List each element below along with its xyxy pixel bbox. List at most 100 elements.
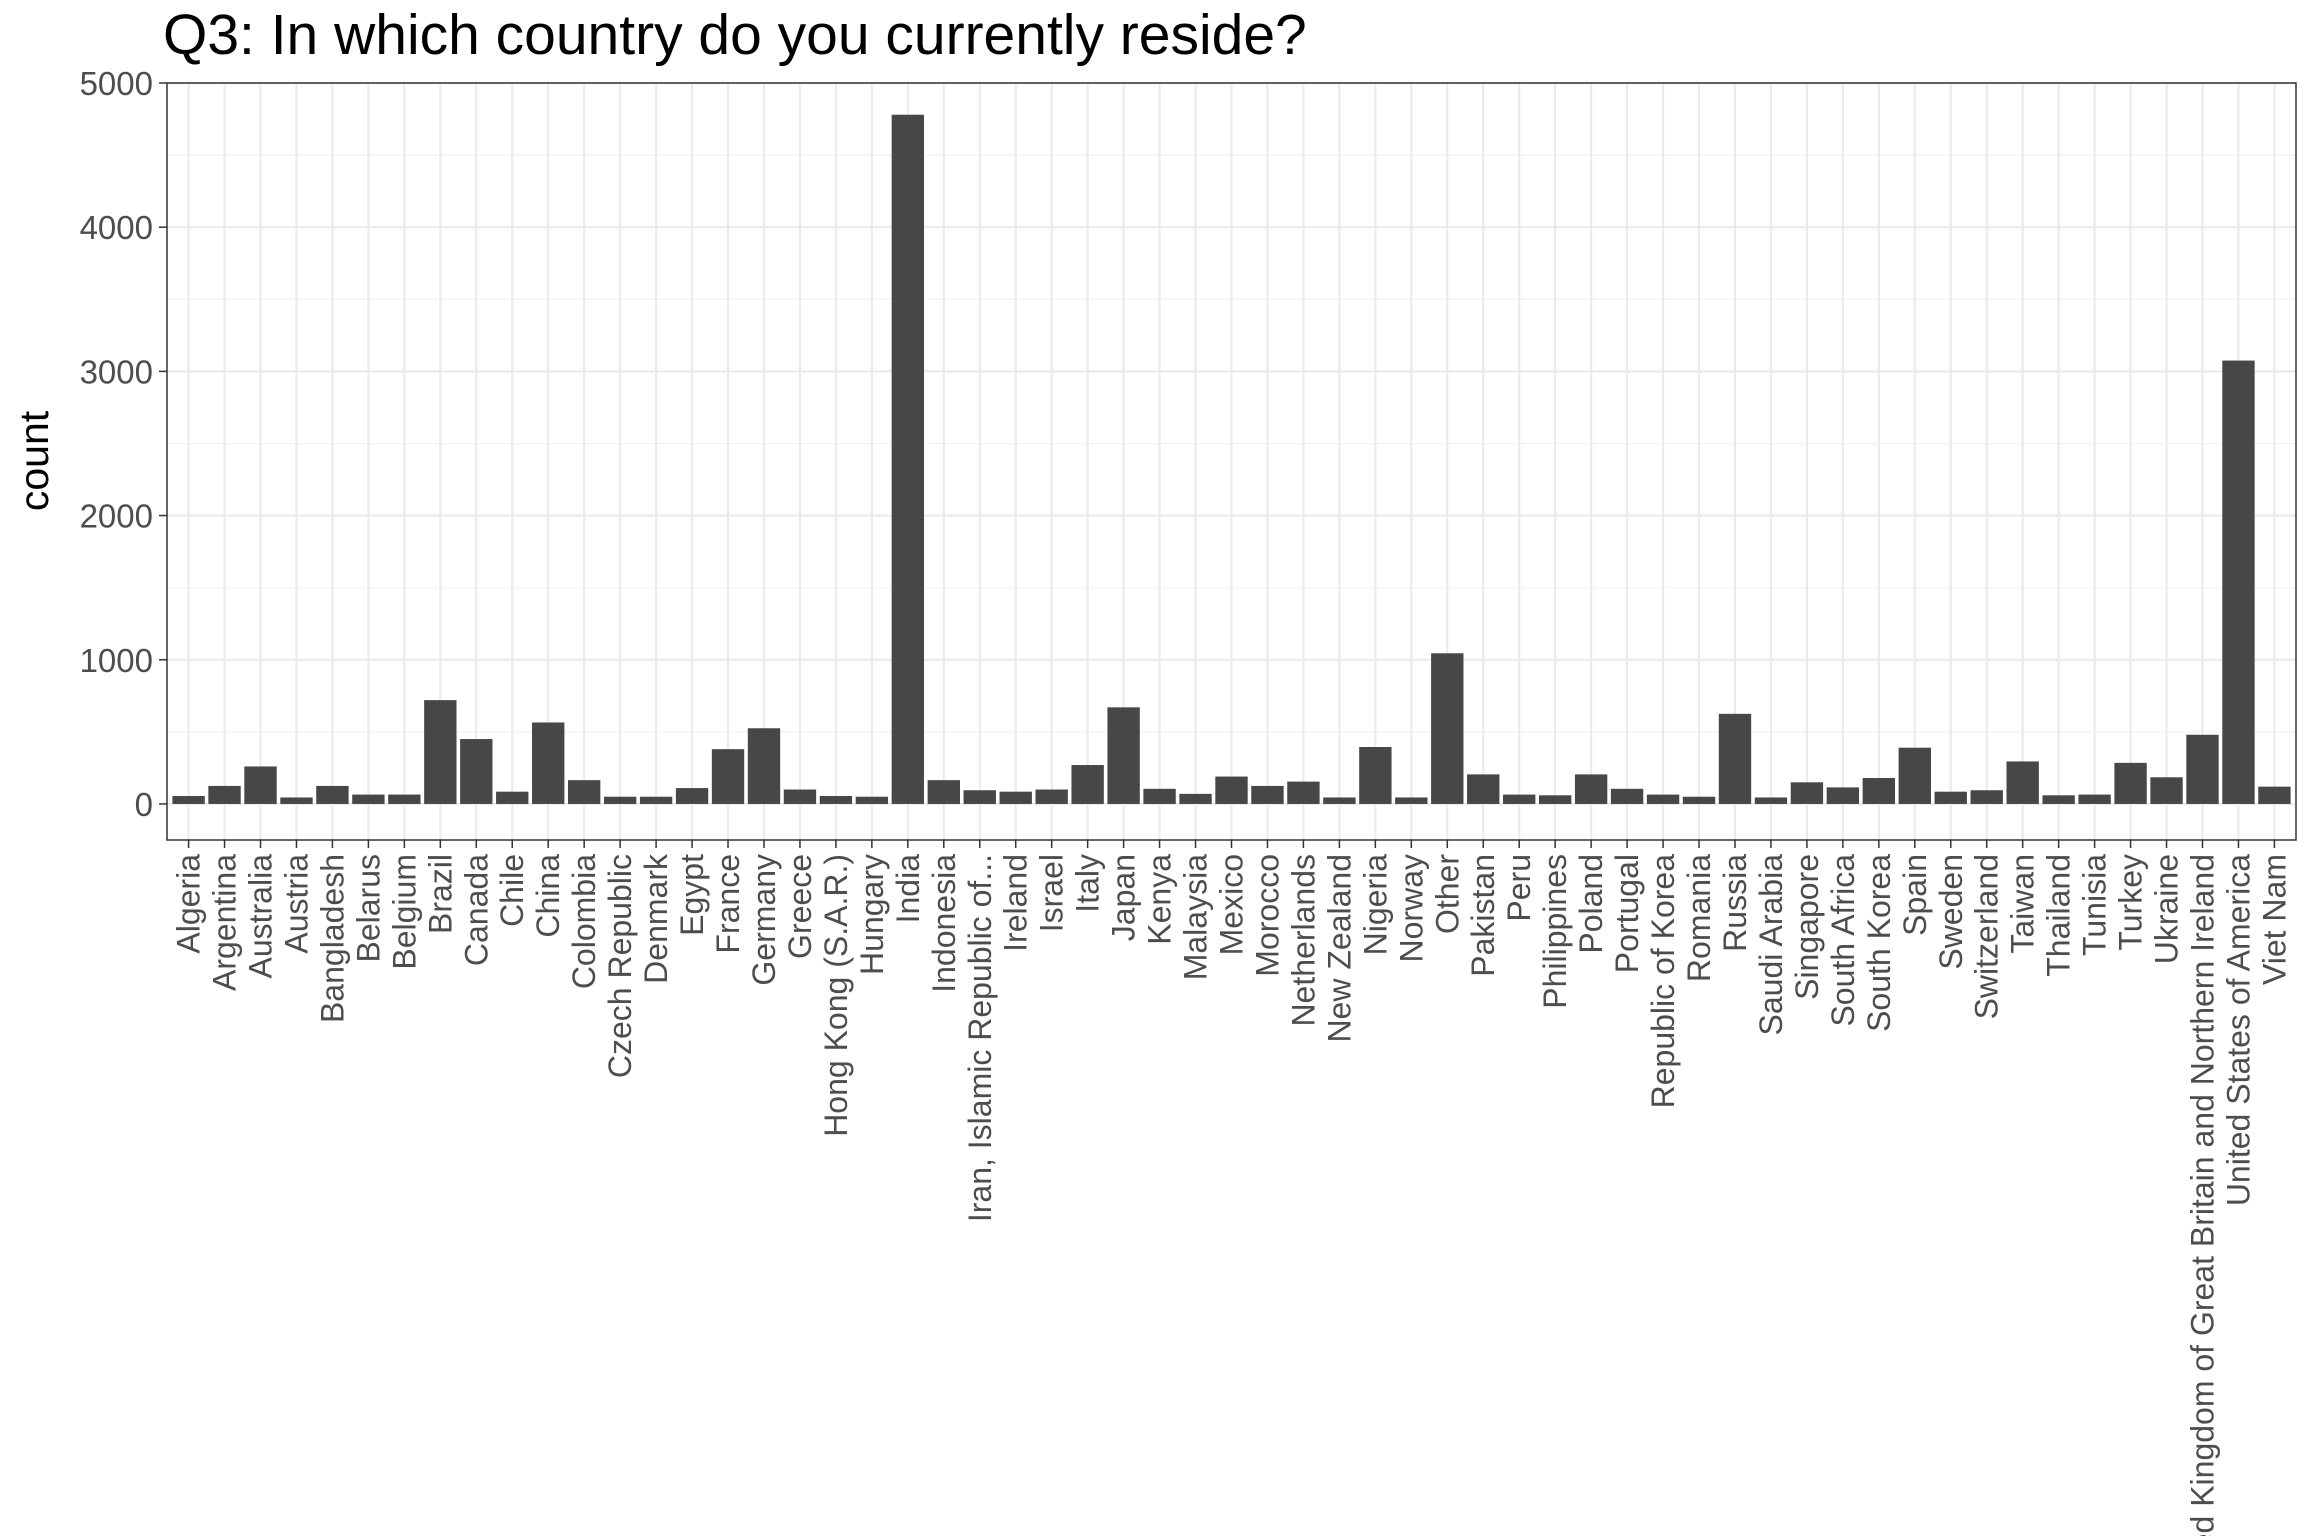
y-tick-label: 3000	[80, 353, 153, 390]
x-tick-label: Belarus	[350, 854, 386, 963]
bar	[1970, 790, 2003, 804]
x-tick-label: Czech Republic	[602, 854, 638, 1078]
bar	[675, 788, 709, 804]
y-axis: 0 1000 2000 3000 4000 5000	[80, 65, 167, 823]
bars	[172, 114, 2291, 804]
bar	[1862, 777, 1896, 804]
y-tick-label: 0	[135, 786, 153, 823]
x-tick-label: Israel	[1034, 854, 1070, 932]
x-tick-label: Algeria	[171, 854, 207, 954]
bar	[1215, 776, 1248, 804]
bar	[1503, 794, 1536, 804]
x-tick-label: Hong Kong (S.A.R.)	[818, 854, 854, 1137]
bar	[891, 114, 925, 804]
bar	[1790, 782, 1824, 804]
bar	[747, 728, 781, 804]
x-tick-label: Sweden	[1933, 854, 1969, 970]
bar	[1826, 787, 1860, 804]
bar	[1035, 789, 1068, 804]
bar	[1682, 796, 1716, 804]
x-tick-label: Turkey	[2113, 854, 2149, 951]
bar	[1179, 793, 1212, 804]
bar	[819, 796, 853, 804]
x-tick-label: Malaysia	[1178, 854, 1214, 980]
x-tick-label: Canada	[458, 854, 494, 966]
bar	[2186, 734, 2219, 804]
bar	[711, 749, 745, 804]
bar	[424, 700, 457, 804]
y-tick-label: 5000	[80, 65, 153, 102]
x-tick-label: Argentina	[207, 854, 243, 991]
x-tick-label: India	[890, 854, 926, 924]
x-tick-label: Viet Nam	[2256, 854, 2292, 985]
bar	[855, 796, 889, 804]
bar	[1574, 774, 1608, 804]
x-tick-label: Spain	[1897, 854, 1933, 936]
bar	[1431, 653, 1464, 804]
bar	[172, 796, 205, 804]
bar	[2222, 360, 2255, 804]
bar	[1754, 797, 1788, 804]
x-tick-label: France	[710, 854, 746, 954]
x-tick-label: Peru	[1501, 854, 1537, 922]
chart-title: Q3: In which country do you currently re…	[163, 3, 1307, 67]
x-tick-label: Italy	[1070, 854, 1106, 913]
x-tick-label: Austria	[278, 854, 314, 954]
x-tick-label: Iran, Islamic Republic of...	[962, 854, 998, 1222]
x-tick-label: Egypt	[674, 854, 710, 936]
bar	[1898, 747, 1931, 804]
x-tick-label: Philippines	[1537, 854, 1573, 1009]
bar	[999, 791, 1032, 804]
bar	[963, 790, 996, 804]
bar	[352, 794, 385, 804]
x-tick-label: Ukraine	[2149, 854, 2185, 964]
x-tick-label: Republic of Korea	[1645, 854, 1681, 1109]
bar	[2114, 762, 2147, 804]
x-tick-label: United States of America	[2220, 854, 2256, 1206]
x-tick-label: Saudi Arabia	[1753, 854, 1789, 1036]
y-tick-label: 1000	[80, 642, 153, 679]
bar	[2078, 794, 2111, 804]
x-tick-label: Tunisia	[2077, 854, 2113, 956]
bar	[532, 722, 565, 804]
x-tick-label: United Kingdom of Great Britain and Nort…	[2184, 854, 2220, 1536]
bar	[1251, 785, 1284, 804]
x-tick-label: Kenya	[1142, 854, 1178, 945]
x-tick-label: Belgium	[386, 854, 422, 970]
x-tick-label: Australia	[243, 854, 279, 979]
bar	[603, 796, 637, 804]
x-tick-label: Colombia	[566, 854, 602, 989]
x-tick-label: New Zealand	[1321, 854, 1357, 1043]
bar	[2258, 786, 2291, 804]
y-axis-label: count	[11, 410, 57, 511]
x-tick-label: Singapore	[1789, 854, 1825, 1000]
bar	[280, 797, 313, 804]
x-tick-label: Portugal	[1609, 854, 1645, 973]
bar	[1538, 795, 1572, 804]
bar	[1143, 788, 1176, 804]
x-tick-label: Switzerland	[1969, 854, 2005, 1019]
x-axis: Algeria Argentina Australia Austria Banglade…	[171, 840, 2292, 1536]
x-tick-label: Taiwan	[2005, 854, 2041, 954]
x-tick-label: Bangladesh	[314, 854, 350, 1023]
x-tick-label: Brazil	[422, 854, 458, 934]
x-tick-label: Hungary	[854, 854, 890, 975]
bar	[316, 785, 349, 804]
bar	[1934, 791, 1967, 804]
y-tick-label: 2000	[80, 498, 153, 535]
bar	[1071, 765, 1104, 804]
x-tick-label: Morocco	[1249, 854, 1285, 977]
x-tick-label: Pakistan	[1465, 854, 1501, 977]
bar	[2042, 795, 2075, 804]
x-tick-label: South Korea	[1861, 854, 1897, 1032]
bar	[1718, 713, 1752, 804]
x-tick-label: China	[530, 854, 566, 938]
bar	[2150, 777, 2183, 804]
x-tick-label: Romania	[1681, 854, 1717, 982]
bar	[208, 785, 241, 804]
bar	[1323, 797, 1356, 804]
bar	[1610, 788, 1644, 804]
x-tick-label: Chile	[494, 854, 530, 927]
x-tick-label: Thailand	[2041, 854, 2077, 977]
x-tick-label: Mexico	[1214, 854, 1250, 955]
